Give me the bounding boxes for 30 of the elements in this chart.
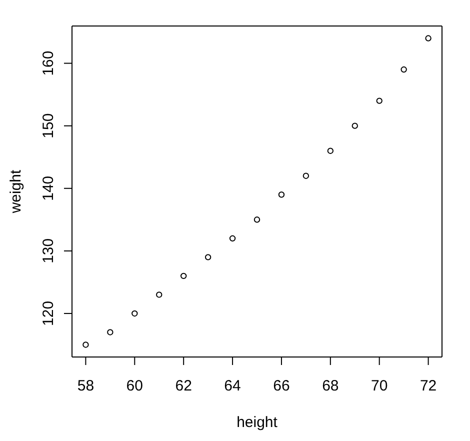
y-tick-label: 120 — [40, 300, 57, 326]
y-tick-label: 130 — [40, 238, 57, 264]
y-tick-label: 150 — [40, 113, 57, 138]
point — [204, 254, 212, 260]
point — [107, 329, 114, 336]
x-tick-label: 58 — [77, 378, 94, 395]
point — [229, 235, 236, 242]
x-tick-label: 68 — [322, 378, 339, 395]
point — [278, 192, 285, 198]
point — [156, 292, 162, 298]
point — [352, 122, 358, 129]
x-tick-label: 60 — [126, 378, 143, 395]
point — [376, 98, 382, 104]
point — [327, 148, 334, 154]
point — [180, 272, 187, 280]
x-axis-title: height — [236, 414, 278, 431]
x-tick-label: 72 — [420, 378, 437, 395]
y-tick-label: 140 — [40, 176, 57, 201]
x-tick-label: 66 — [273, 378, 290, 395]
y-tick-label: 160 — [40, 50, 57, 76]
y-axis-title: weight — [7, 168, 24, 214]
point — [400, 66, 407, 73]
point — [82, 342, 89, 348]
point — [132, 310, 138, 317]
point — [254, 216, 260, 223]
x-tick-label: 70 — [371, 378, 388, 395]
x-tick-label: 64 — [224, 378, 241, 395]
point — [302, 172, 310, 179]
point — [425, 35, 432, 42]
x-tick-label: 62 — [175, 378, 192, 395]
